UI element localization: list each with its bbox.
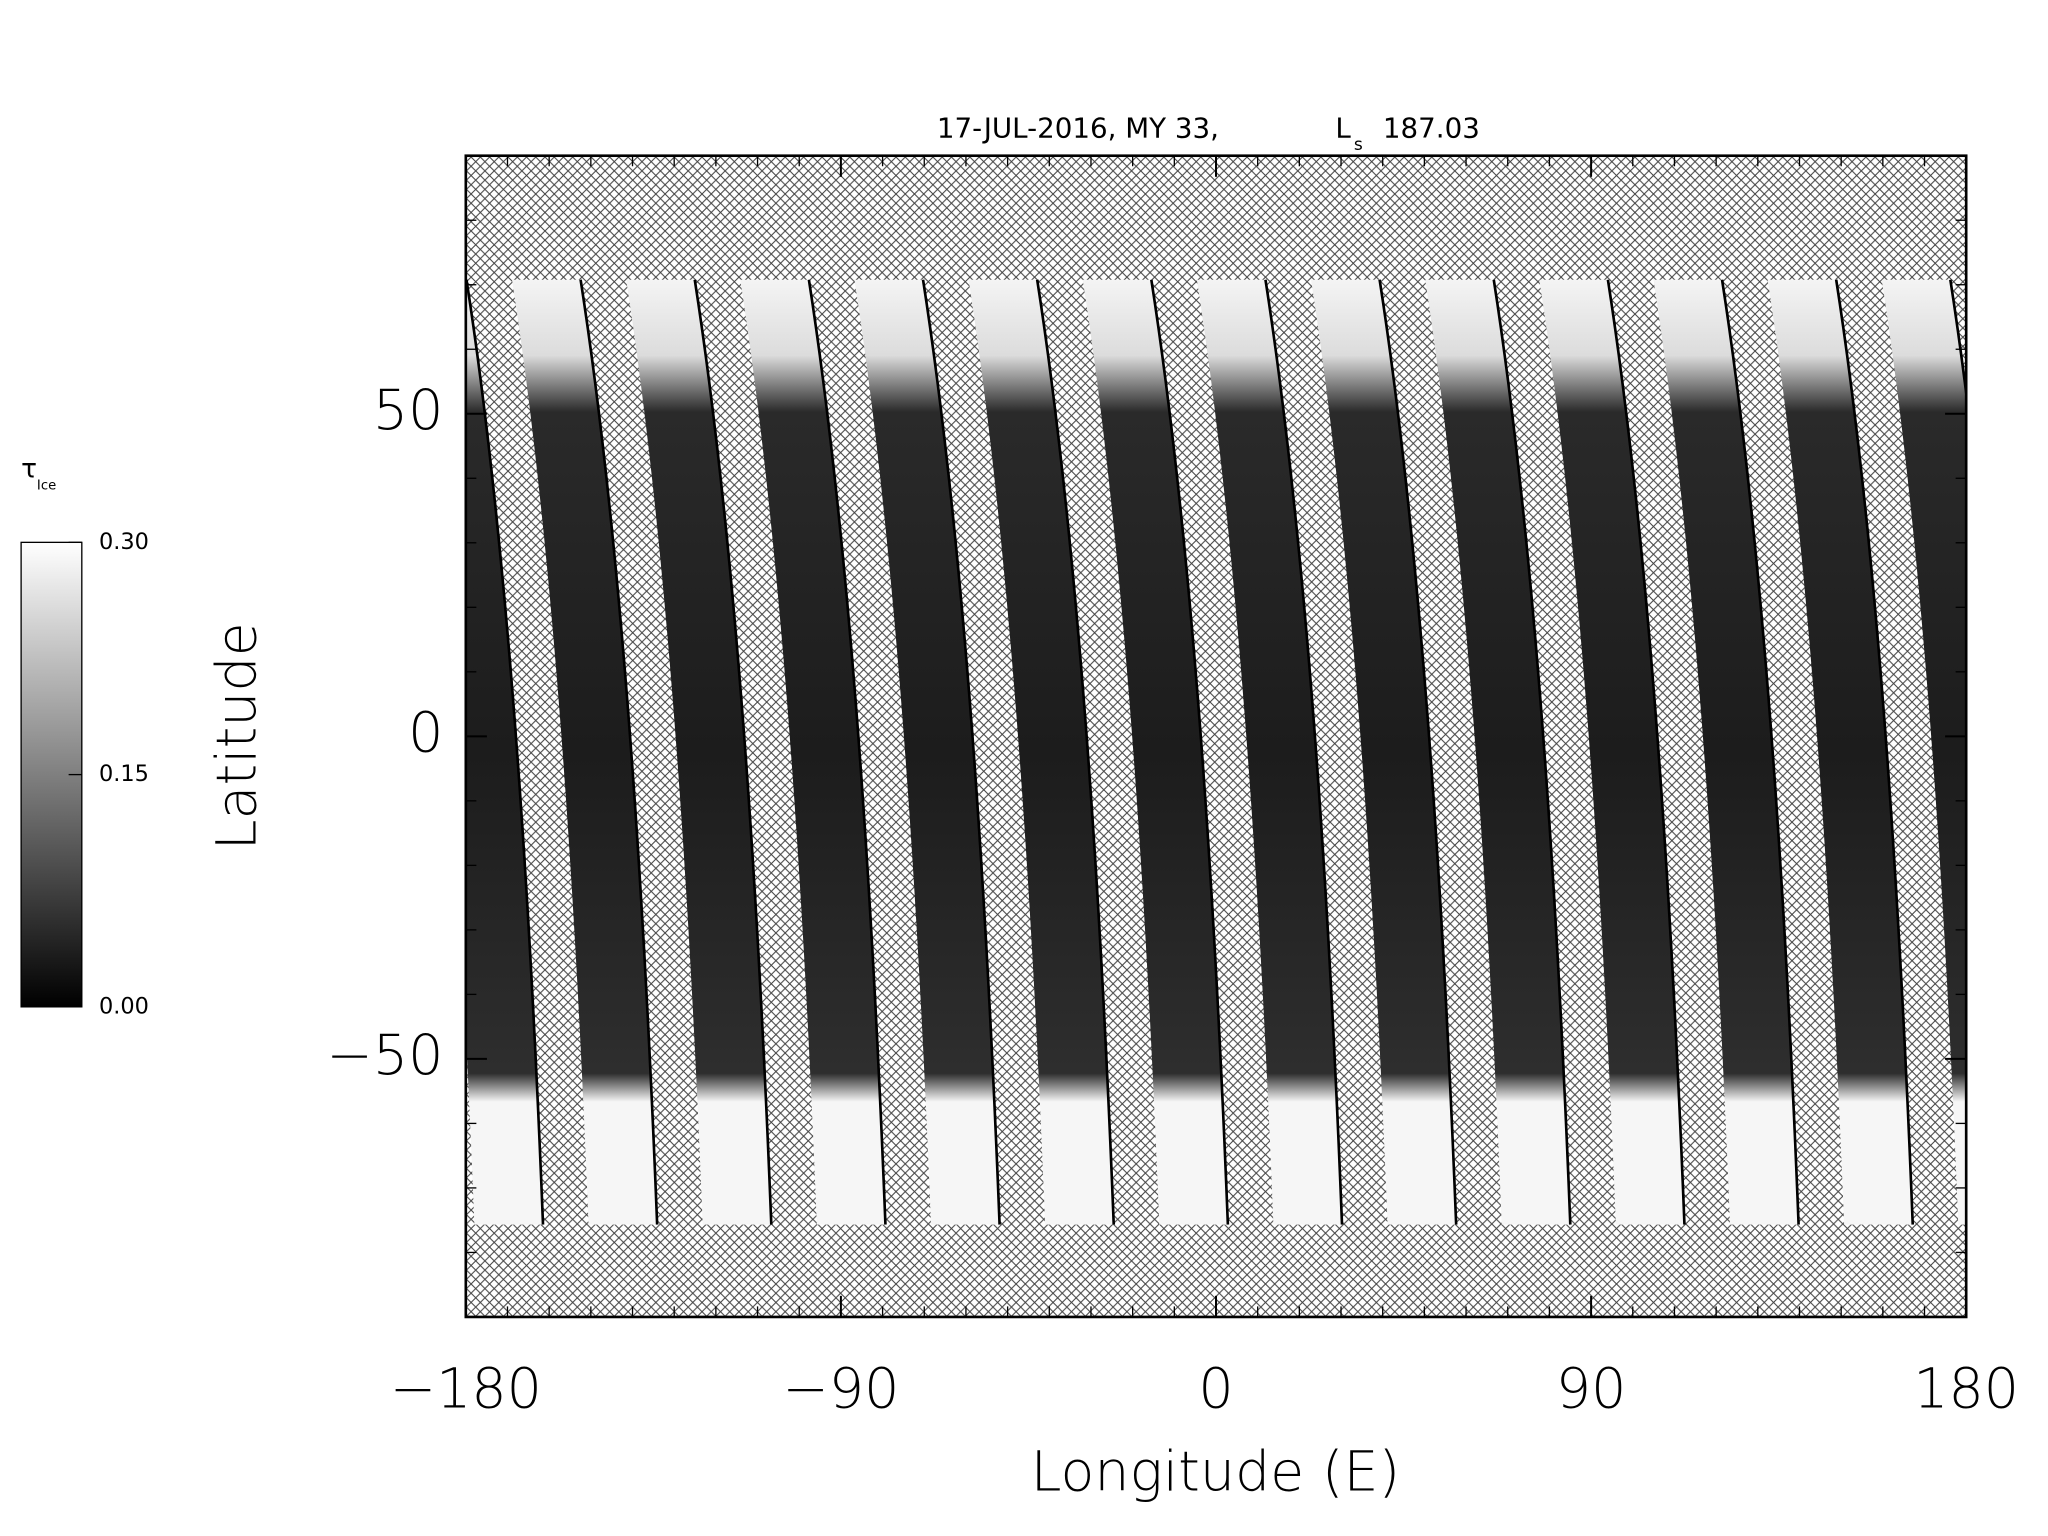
swath-edge [1720,279,1800,1225]
swath-edge [1035,279,1116,1225]
swath-edge [807,279,887,1225]
swath-edge [1606,279,1686,1225]
x-tick-label: 180 [1913,1357,2019,1421]
swath [968,279,1114,1225]
title-ls: L [1335,111,1351,144]
x-tick-label: −180 [390,1357,542,1421]
y-axis-label: Latitude [205,622,269,850]
swath [1539,279,1685,1225]
title-prefix: 17-JUL-2016, MY 33, [937,111,1219,144]
swaths [465,279,2048,1225]
swath-edge [1150,279,1230,1225]
swath [512,279,658,1225]
swath [1767,279,1913,1225]
swath [465,279,544,1225]
swath [1425,279,1571,1225]
colorbar-label: τ [21,454,37,484]
x-tick-label: 90 [1556,1357,1627,1421]
swath [854,279,1000,1225]
swath [740,279,886,1225]
colorbar-label-sub: Ice [37,479,56,494]
swath-edge [1264,279,1344,1225]
swath-edge [693,279,773,1225]
x-tick-label: 0 [1198,1357,1233,1421]
title-ls-sub: s [1354,135,1363,155]
swath [626,279,772,1225]
swath [1082,279,1228,1225]
colorbar-tick-label: 0.15 [99,761,149,787]
swath-edge [465,279,545,1225]
x-axis-label: Longitude (E) [1031,1441,1401,1505]
swath-edge [1834,279,1915,1225]
swath [1311,279,1457,1225]
y-tick-label: 50 [373,379,444,443]
colorbar-tick-label: 0.30 [99,529,149,555]
swath-edge [579,279,659,1225]
swath-edge [921,279,1001,1225]
swath-edge [1378,279,1458,1225]
y-tick-label: 0 [408,702,443,766]
y-tick-label: −50 [326,1024,443,1088]
swath [1996,280,2048,1225]
x-tick-label: −90 [782,1357,899,1421]
swath-edge [1492,279,1572,1225]
swath [1196,279,1343,1225]
title-ls-value: 187.03 [1383,111,1480,144]
swath [1881,279,1967,1225]
colorbar-tick-label: 0.00 [99,993,149,1019]
swath [1653,279,1799,1225]
